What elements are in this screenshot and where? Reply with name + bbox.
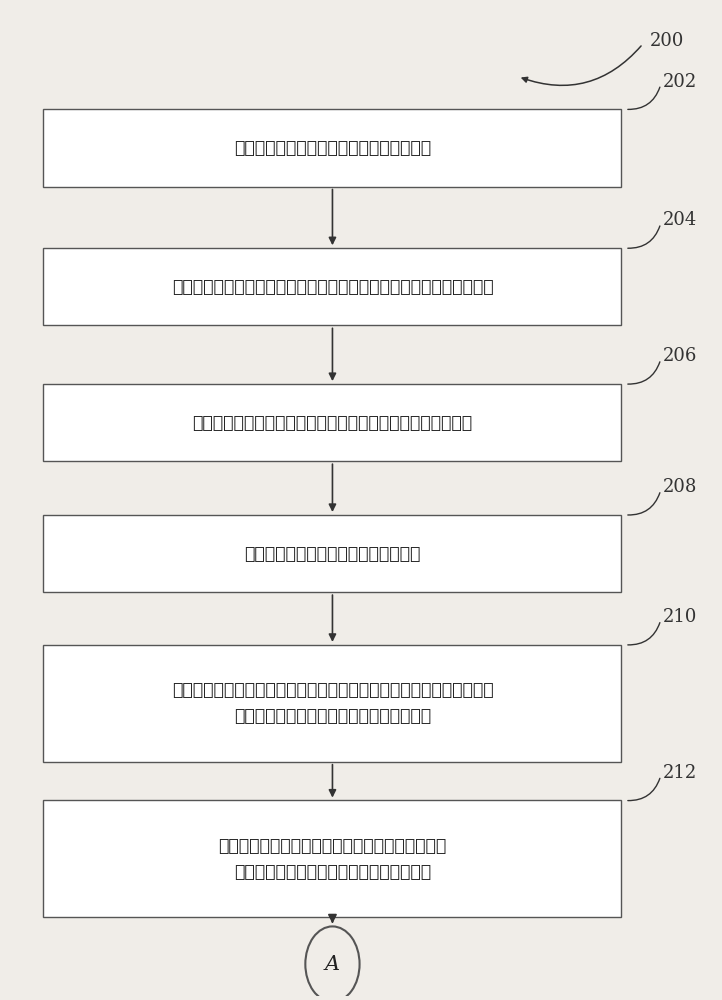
Bar xyxy=(43,248,622,325)
Text: 从放大器向系统的扬声器传送输出信号，放大器输出信号得自于放大器
输入信号，放大器输出信号包括电压和电流: 从放大器向系统的扬声器传送输出信号，放大器输出信号得自于放大器 输入信号，放大器… xyxy=(172,681,493,725)
Bar xyxy=(43,645,622,762)
Text: 202: 202 xyxy=(663,73,697,91)
Text: 210: 210 xyxy=(663,608,697,626)
Text: 在系统的音频增益电路处接收音频输入信号: 在系统的音频增益电路处接收音频输入信号 xyxy=(234,139,431,157)
Bar xyxy=(43,109,622,187)
Text: 212: 212 xyxy=(663,764,697,782)
Text: A: A xyxy=(325,955,340,974)
Bar xyxy=(43,384,622,461)
Bar xyxy=(43,515,622,592)
Bar xyxy=(43,800,622,917)
Text: 将音频增益电路输出与激励信号组合，以产生放大器输入信号: 将音频增益电路输出与激励信号组合，以产生放大器输入信号 xyxy=(192,414,472,432)
Text: 204: 204 xyxy=(663,211,697,229)
Text: 经由系统的放大器接收放大器输入信号: 经由系统的放大器接收放大器输入信号 xyxy=(244,545,421,563)
Text: 206: 206 xyxy=(663,347,697,365)
Text: 208: 208 xyxy=(663,478,697,496)
Text: 经由感测电路测量放大器输出信号的电压和电流，
并向系统的滤波器块传送测量的电压和电流: 经由感测电路测量放大器输出信号的电压和电流， 并向系统的滤波器块传送测量的电压和… xyxy=(218,837,447,881)
Text: 基于所接收的音频输入信号，经由音频增益电路产生音频增益电路输出: 基于所接收的音频输入信号，经由音频增益电路产生音频增益电路输出 xyxy=(172,278,493,296)
Text: 200: 200 xyxy=(650,32,684,50)
